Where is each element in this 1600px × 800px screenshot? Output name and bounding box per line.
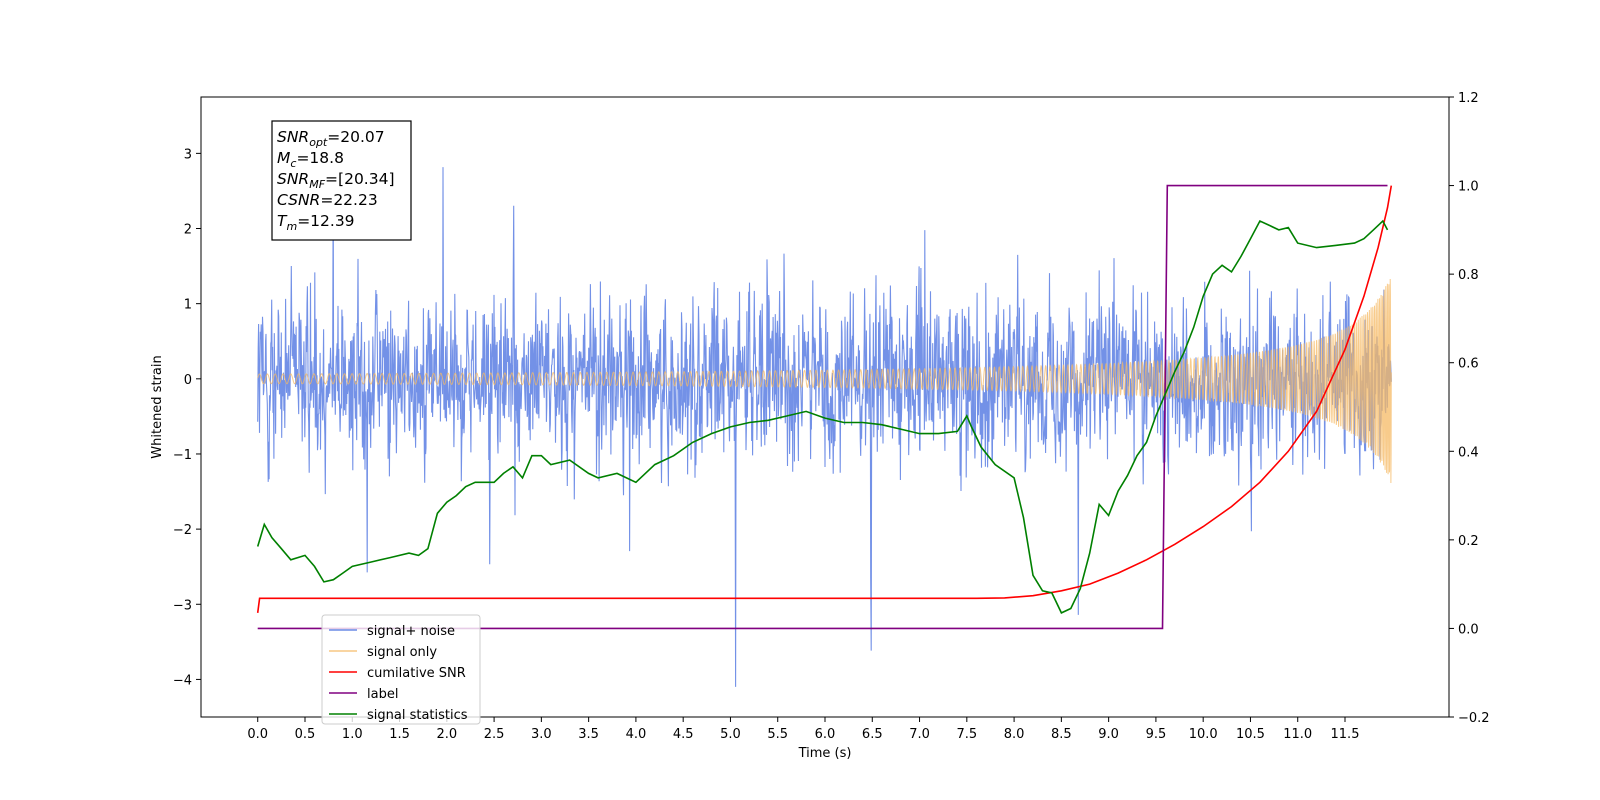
y-axis-right: −0.2 0.0 0.2 0.4 0.6 0.8 1.0 1.2 bbox=[1449, 91, 1490, 726]
x-tick-label: 7.0 bbox=[909, 727, 930, 742]
x-tick-label: 8.0 bbox=[1004, 727, 1025, 742]
info-subscript: m bbox=[286, 220, 297, 233]
y-axis-left: −4 −3 −2 −1 0 1 2 3 bbox=[173, 147, 201, 688]
y-tick-label: −2 bbox=[173, 523, 192, 538]
info-value: =[20.34] bbox=[325, 170, 394, 188]
info-line: Mc=18.8 bbox=[277, 149, 344, 170]
y2-tick-label: 1.2 bbox=[1458, 91, 1479, 106]
info-symbol: SNR bbox=[277, 170, 309, 188]
x-tick-label: 6.5 bbox=[862, 727, 883, 742]
x-tick-label: 0.5 bbox=[295, 727, 316, 742]
x-tick-label: 4.0 bbox=[626, 727, 647, 742]
series-signal-statistics-line bbox=[256, 219, 1389, 614]
x-tick-label: 7.5 bbox=[956, 727, 977, 742]
y-axis-label: Whitened strain bbox=[150, 355, 165, 458]
y-tick-label: 2 bbox=[184, 223, 192, 238]
y2-tick-label: 0.6 bbox=[1458, 357, 1479, 372]
x-tick-label: 3.5 bbox=[578, 727, 599, 742]
y2-tick-label: −0.2 bbox=[1458, 711, 1490, 726]
x-tick-label: 10.0 bbox=[1189, 727, 1218, 742]
info-symbol: SNR bbox=[277, 128, 309, 146]
y-tick-label: −4 bbox=[173, 673, 192, 688]
series-signal-only-line bbox=[257, 278, 1392, 484]
x-tick-label: 0.0 bbox=[247, 727, 268, 742]
y-tick-label: −3 bbox=[173, 598, 192, 613]
x-axis: 0.0 0.5 1.0 1.5 2.0 2.5 3.0 3.5 4.0 4.5 5.0 5.5 6.0 6… bbox=[247, 717, 1359, 742]
x-tick-label: 2.5 bbox=[484, 727, 505, 742]
info-subscript: MF bbox=[309, 178, 325, 191]
info-line: SNRopt=20.07 bbox=[277, 128, 385, 149]
y-tick-label: 0 bbox=[184, 373, 192, 388]
info-line: Tm=12.39 bbox=[277, 212, 355, 233]
x-tick-label: 6.0 bbox=[815, 727, 836, 742]
legend-label: label bbox=[367, 687, 398, 702]
x-tick-label: 9.0 bbox=[1098, 727, 1119, 742]
info-value: =22.23 bbox=[320, 191, 377, 209]
info-value: =18.8 bbox=[296, 149, 344, 167]
info-value: =20.07 bbox=[327, 128, 384, 146]
legend-label: cumilative SNR bbox=[367, 666, 466, 681]
info-symbol: M bbox=[277, 149, 290, 167]
y2-tick-label: 0.0 bbox=[1458, 622, 1479, 637]
info-symbol: CSNR bbox=[277, 191, 320, 209]
series-layer bbox=[256, 167, 1393, 687]
legend-label: signal+ noise bbox=[367, 624, 455, 639]
info-line: SNRMF=[20.34] bbox=[277, 170, 395, 191]
y-tick-label: −1 bbox=[173, 448, 192, 463]
series-signal-noise-line bbox=[257, 167, 1392, 687]
x-tick-label: 4.5 bbox=[673, 727, 694, 742]
x-axis-label: Time (s) bbox=[798, 746, 852, 761]
y-tick-label: 1 bbox=[184, 298, 192, 313]
legend-frame bbox=[321, 614, 481, 725]
info-box-frame bbox=[271, 120, 412, 241]
x-tick-label: 1.0 bbox=[342, 727, 363, 742]
legend-label: signal only bbox=[367, 645, 437, 660]
y-tick-label: 3 bbox=[184, 147, 192, 162]
y2-tick-label: 0.4 bbox=[1458, 445, 1479, 460]
info-subscript: c bbox=[290, 157, 296, 170]
y2-tick-label: 1.0 bbox=[1458, 180, 1479, 195]
info-subscript: opt bbox=[309, 136, 328, 149]
info-line: CSNR=22.23 bbox=[277, 191, 378, 209]
y2-tick-label: 0.2 bbox=[1458, 534, 1479, 549]
x-tick-label: 5.0 bbox=[720, 727, 741, 742]
series-cumilative-snr-line bbox=[256, 185, 1393, 614]
info-symbol: T bbox=[277, 212, 288, 230]
x-tick-label: 11.5 bbox=[1331, 727, 1360, 742]
x-tick-label: 11.0 bbox=[1283, 727, 1312, 742]
legend: signal+ noise signal only cumilative SNR la… bbox=[321, 614, 481, 725]
x-tick-label: 10.5 bbox=[1236, 727, 1265, 742]
x-tick-label: 3.0 bbox=[531, 727, 552, 742]
x-tick-label: 8.5 bbox=[1051, 727, 1072, 742]
info-value: =12.39 bbox=[297, 212, 354, 230]
x-tick-label: 5.5 bbox=[767, 727, 788, 742]
info-box: SNRopt=20.07Mc=18.8SNRMF=[20.34]CSNR=22.… bbox=[271, 120, 412, 241]
y2-tick-label: 0.8 bbox=[1458, 268, 1479, 283]
x-tick-label: 2.0 bbox=[436, 727, 457, 742]
x-tick-label: 1.5 bbox=[389, 727, 410, 742]
legend-label: signal statistics bbox=[367, 708, 468, 723]
x-tick-label: 9.5 bbox=[1146, 727, 1167, 742]
series-label-line bbox=[257, 184, 1388, 630]
